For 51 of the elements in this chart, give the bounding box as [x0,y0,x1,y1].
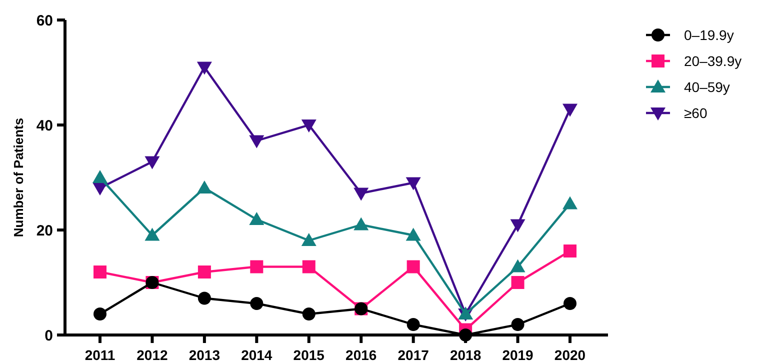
point [302,308,316,320]
point [562,196,578,210]
point [196,62,212,75]
point [406,177,421,190]
point [94,266,106,278]
point [459,328,472,342]
point [406,228,421,241]
point [249,212,264,225]
point [511,276,524,289]
y-tick-label: 20 [36,222,53,240]
point [510,219,526,232]
x-tick-label: 2016 [346,347,377,362]
point [301,233,316,246]
point [198,266,211,278]
point [250,297,264,310]
point [144,156,160,170]
point [406,260,420,274]
legend-label: 20–39.9y [684,52,742,69]
point [198,292,211,305]
point [511,318,524,331]
point [564,297,576,310]
x-tick-label: 2020 [554,347,586,362]
x-tick-label: 2017 [398,347,430,362]
x-tick-label: 2018 [450,347,482,362]
point [562,104,578,117]
point [302,260,316,274]
point [94,308,106,320]
x-tick-label: 2012 [136,347,168,362]
point [144,228,160,241]
point [406,318,420,331]
legend-label: 40–59y [684,78,730,95]
x-tick-label: 2019 [502,347,534,362]
y-tick-label: 60 [36,12,53,30]
legend-label: ≥60 [684,104,708,121]
point [510,259,526,272]
y-tick-label: 0 [44,327,53,344]
y-axis-title: Number of Patients [11,118,26,238]
point [354,188,369,201]
y-tick-label: 40 [36,117,53,134]
legend-label: 0–19.9y [684,26,734,43]
point [92,170,108,183]
point [249,135,264,148]
point [196,180,212,194]
point [354,217,369,230]
x-tick-label: 2014 [241,347,272,362]
x-tick-label: 2013 [188,347,220,362]
point [564,244,576,258]
x-tick-label: 2015 [293,347,325,362]
point [301,120,316,132]
x-tick-label: 2011 [84,347,116,362]
point [250,260,264,274]
